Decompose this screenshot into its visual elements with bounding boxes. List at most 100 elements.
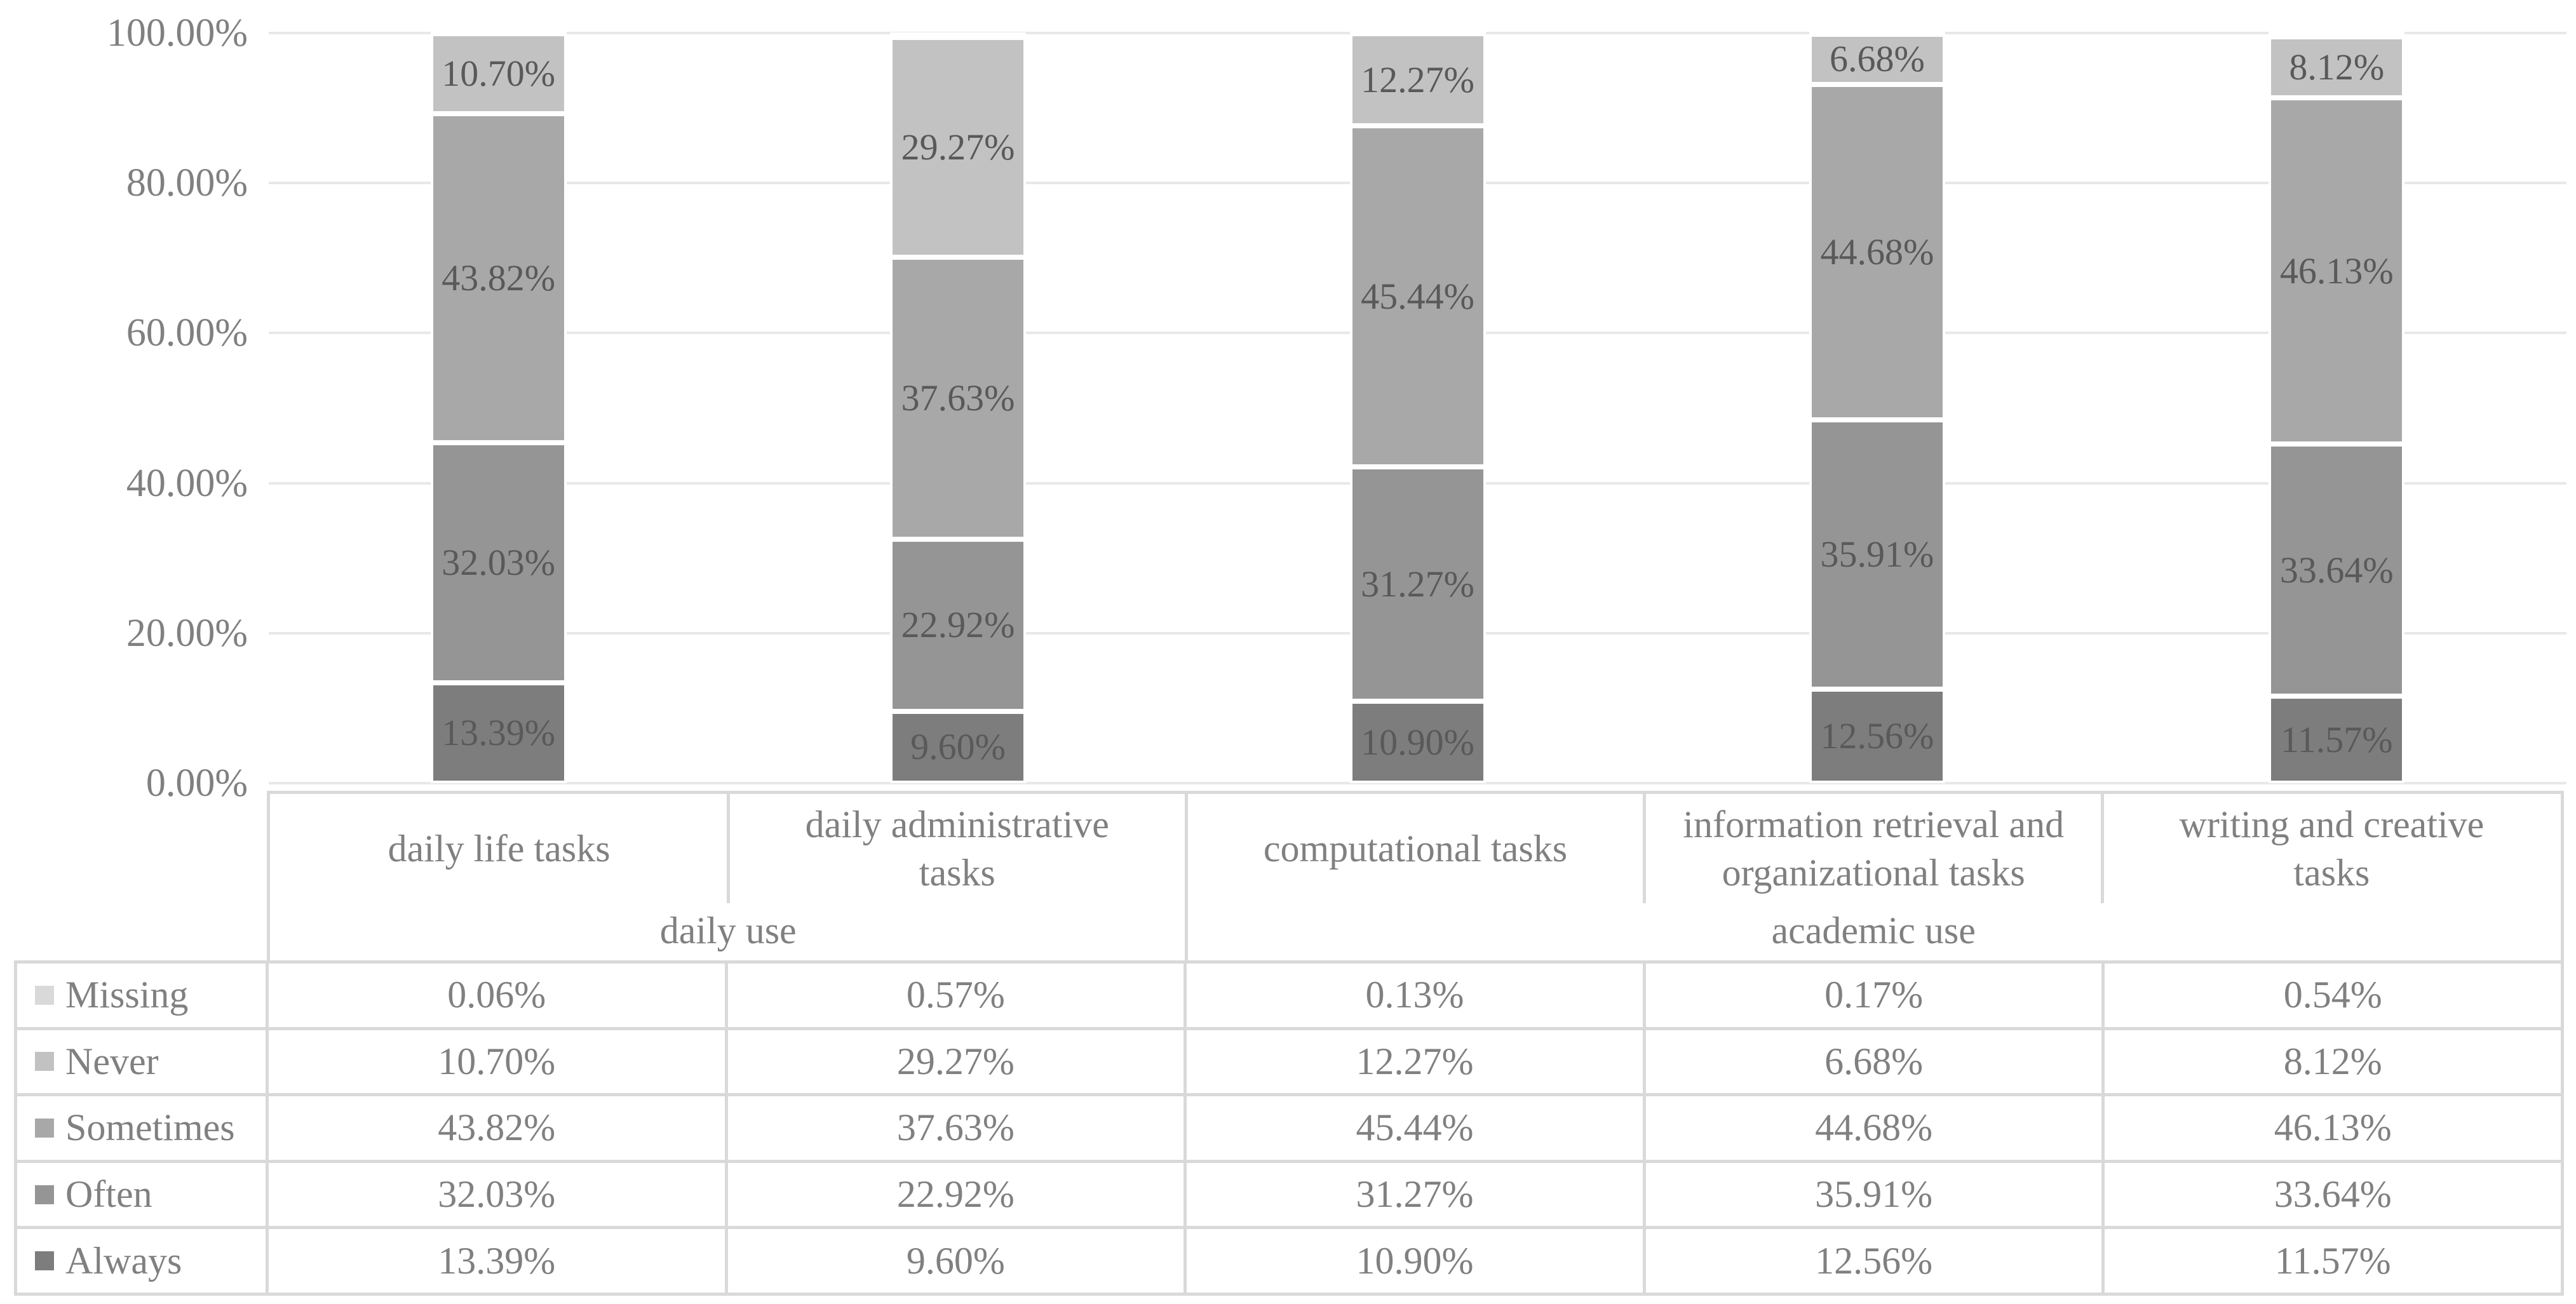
group-header-cell: daily use [659,909,797,951]
bar-segment: 44.68% [1809,84,1945,420]
bar-segment: 10.70% [430,33,567,114]
header-column-divider [2101,794,2105,903]
bar-segment: 6.68% [1809,34,1945,84]
bar-segment: 29.27% [890,37,1027,257]
value-cell: 46.13% [2105,1096,2561,1160]
y-axis-tick-label: 60.00% [126,311,248,355]
legend-key-icon [35,1052,54,1072]
bar-segment-label: 31.27% [1361,563,1474,605]
value-cell: 0.57% [727,964,1184,1027]
bar-segment [430,28,567,34]
legend-label: Sometimes [65,1106,235,1149]
value-cell: 22.92% [727,1162,1184,1227]
value-cell: 32.03% [269,1162,725,1227]
value-cell: 35.91% [1645,1162,2102,1227]
legend-label: Never [65,1040,159,1082]
value-cell: 0.17% [1645,964,2102,1027]
bar-segment-label: 13.39% [442,711,556,753]
bar-segment: 45.44% [1349,126,1486,467]
value-cell: 33.64% [2105,1162,2561,1227]
legend-cell-never: Never [17,1030,266,1094]
bar-segment: 9.60% [890,711,1027,783]
category-header-cell: daily life tasks [388,828,610,870]
value-cell: 11.57% [2105,1229,2561,1293]
value-cell: 12.27% [1187,1030,1643,1094]
category-header-cell: writing and creative tasks [2179,803,2485,894]
y-axis: 100.00% 80.00% 60.00% 40.00% 20.00% 0.00% [0,11,248,805]
bar-segment: 8.12% [2269,37,2405,98]
bar-segment-label: 44.68% [1820,231,1934,272]
header-column-divider [1643,794,1647,903]
bar-segment: 22.92% [890,539,1027,711]
value-cell: 0.54% [2105,964,2561,1027]
legend-key-icon [35,1251,54,1271]
bar-segment: 31.27% [1349,466,1486,702]
bar-segment [1809,29,1945,35]
bar-segment-label: 12.56% [1820,715,1934,756]
category-header-cell: information retrieval and organizational… [1683,803,2065,894]
bar-segment-label: 37.63% [901,377,1015,419]
bar-segment-label: 8.12% [2289,46,2385,88]
value-cell: 0.06% [269,964,725,1027]
stacked-bar: 12.56% 35.91% 44.68% 6.68% [1809,29,1945,783]
category-header-cell: daily administrative tasks [805,803,1109,894]
category-header-cell: computational tasks [1263,828,1568,870]
bar-segment-label: 12.27% [1361,58,1474,100]
legend-cell-missing: Missing [17,964,266,1027]
value-cell: 9.60% [727,1229,1184,1293]
legend-key-icon [35,1118,54,1138]
table-body: Missing 0.06% 0.57% 0.13% 0.17% 0.54% Never 10.… [14,960,2564,1296]
value-cell: 31.27% [1187,1162,1643,1227]
group-header-cell: academic use [1771,909,1976,951]
bar-segment: 11.57% [2269,696,2405,783]
value-cell: 37.63% [727,1096,1184,1160]
table-header: daily life tasks daily administrative tas… [267,791,2564,960]
bar-segment-label: 22.92% [901,604,1015,646]
stacked-bar: 10.90% 31.27% 45.44% 12.27% [1349,29,1486,783]
bar-segment-label: 33.64% [2279,549,2394,591]
value-cell: 13.39% [269,1229,725,1293]
bar-segment-label: 43.82% [442,257,556,299]
value-cell: 29.27% [727,1030,1184,1094]
value-cell: 44.68% [1645,1096,2102,1160]
data-table: daily life tasks daily administrative tas… [14,791,2564,1296]
bar-segment-label: 11.57% [2280,718,2393,760]
value-cell: 10.90% [1187,1229,1643,1293]
bar-segment-label: 29.27% [901,126,1015,168]
bar-segment: 12.27% [1349,34,1486,126]
legend-cell-sometimes: Sometimes [17,1096,266,1160]
value-cell: 43.82% [269,1096,725,1160]
gridline [269,782,2566,784]
bar-segment: 13.39% [430,682,567,783]
legend-cell-always: Always [17,1229,266,1293]
y-axis-tick-label: 20.00% [126,611,248,655]
legend-key-icon [35,1185,54,1204]
bar-segment-label: 45.44% [1361,275,1474,317]
y-axis-tick-label: 0.00% [145,762,248,805]
bar-segment: 37.63% [890,257,1027,539]
plot-area: 13.39% 32.03% 43.82% 10.70% 9.60% 22.92% 37.63… [269,28,2566,784]
bar-segment-label: 32.03% [442,541,556,583]
bar-segment: 43.82% [430,114,567,443]
legend-label: Always [65,1239,182,1282]
value-cell: 0.13% [1187,964,1643,1027]
bar-segment-label: 9.60% [910,726,1006,768]
bar-segment [2269,32,2405,37]
value-cell: 6.68% [1645,1030,2102,1094]
bar-segment: 33.64% [2269,444,2405,697]
value-cell: 12.56% [1645,1229,2102,1293]
legend-cell-often: Often [17,1162,266,1227]
bar-segment: 32.03% [430,442,567,683]
bar-segment: 12.56% [1809,689,1945,783]
header-column-divider [1184,794,1188,960]
stacked-bar: 13.39% 32.03% 43.82% 10.70% [430,28,567,783]
value-cell: 45.44% [1187,1096,1643,1160]
legend-key-icon [35,985,54,1005]
bar-segment: 35.91% [1809,419,1945,689]
bar-segment [890,32,1027,37]
stacked-bar: 9.60% 22.92% 37.63% 29.27% [890,32,1027,783]
bar-segment-label: 6.68% [1829,38,1925,80]
bar-segment: 10.90% [1349,701,1486,783]
bar-segment-label: 35.91% [1820,533,1934,575]
legend-label: Often [65,1173,152,1216]
